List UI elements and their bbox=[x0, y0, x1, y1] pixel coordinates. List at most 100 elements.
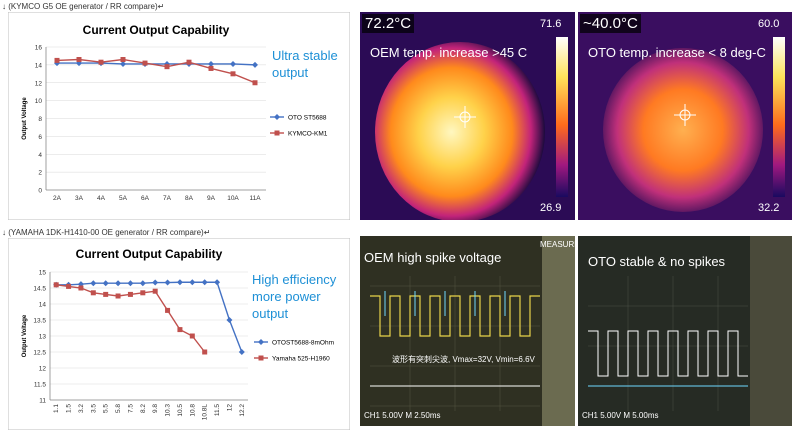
x-tick-label: 1.1 bbox=[53, 404, 60, 413]
scope-oto-image bbox=[578, 236, 792, 426]
data-point bbox=[103, 291, 109, 297]
data-point bbox=[186, 59, 192, 65]
annotation-text: Ultra stable bbox=[272, 48, 338, 63]
y-tick-label: 13 bbox=[39, 334, 47, 341]
scope-oem-side: MEASURE bbox=[540, 240, 575, 249]
x-tick-label: 2A bbox=[53, 195, 62, 202]
y-tick-label: 14.5 bbox=[33, 286, 46, 293]
y-tick-label: 12 bbox=[35, 80, 43, 87]
data-point bbox=[90, 290, 96, 296]
scope-oem-image bbox=[360, 236, 575, 426]
annotation-text: output bbox=[252, 306, 289, 321]
x-tick-label: 3A bbox=[75, 195, 84, 202]
thermal-oto-scale-max: 60.0 bbox=[758, 18, 780, 30]
scope-oem-label: OEM high spike voltage bbox=[364, 250, 502, 265]
x-tick-label: 5A bbox=[119, 195, 128, 202]
y-tick-label: 16 bbox=[35, 45, 43, 52]
y-tick-label: 4 bbox=[38, 152, 42, 159]
legend-label: Yamaha 525-H1960 bbox=[272, 356, 330, 363]
scope-oto-footer: CH1 5.00V M 5.00ms bbox=[582, 411, 659, 420]
data-point bbox=[76, 57, 82, 63]
data-point bbox=[139, 280, 146, 287]
y-axis-label: Output Voltage bbox=[22, 314, 28, 357]
data-point bbox=[252, 61, 258, 68]
chart-frame bbox=[8, 238, 350, 430]
thermal-oem-panel: 72.2°C 71.6 26.9 OEM temp. increase >45 … bbox=[360, 12, 575, 220]
series-line bbox=[56, 58, 256, 84]
thermal-oto-image bbox=[578, 12, 792, 220]
y-tick-label: 6 bbox=[38, 134, 42, 141]
data-point bbox=[164, 64, 170, 70]
data-point bbox=[140, 290, 146, 296]
legend-marker bbox=[274, 114, 280, 120]
data-point bbox=[152, 279, 159, 286]
scope-oem-footer: CH1 5.00V M 2.50ms bbox=[364, 411, 441, 420]
data-point bbox=[230, 60, 236, 67]
thermal-oem-reading: 72.2°C bbox=[362, 14, 415, 33]
x-tick-label: 12 bbox=[226, 404, 233, 412]
legend-marker bbox=[274, 130, 280, 136]
x-tick-label: 7A bbox=[163, 195, 172, 202]
data-point bbox=[90, 280, 97, 287]
x-tick-label: 10A bbox=[227, 195, 239, 202]
thermal-oto-scale-min: 32.2 bbox=[758, 202, 780, 214]
chart-yamaha-svg: Current Output Capability 11 11.5 12 12.5 13 1… bbox=[8, 238, 350, 430]
data-point bbox=[176, 279, 183, 286]
chart-frame bbox=[8, 12, 350, 220]
legend-marker bbox=[258, 355, 264, 361]
x-tick-label: 4A bbox=[97, 195, 106, 202]
data-point bbox=[201, 279, 208, 286]
data-point bbox=[214, 279, 221, 286]
x-tick-label: 9A bbox=[207, 195, 216, 202]
x-tick-label: 8A bbox=[185, 195, 194, 202]
chart-title: Current Output Capability bbox=[83, 23, 230, 37]
scope-oem-panel: OEM high spike voltage MEASURE 波形有突刺尖波, … bbox=[360, 236, 575, 426]
legend-label: KYMCO-KM1 bbox=[288, 131, 328, 138]
x-tick-label: 6A bbox=[141, 195, 150, 202]
y-tick-label: 14 bbox=[35, 62, 43, 69]
data-point bbox=[77, 281, 84, 288]
y-axis-label: Output Voltage bbox=[22, 97, 28, 140]
data-point bbox=[208, 65, 214, 71]
scope-oto-panel: OTO stable & no spikes CH1 5.00V M 5.00m… bbox=[578, 236, 792, 426]
y-tick-label: 14 bbox=[39, 302, 47, 309]
data-point bbox=[115, 293, 121, 299]
data-point bbox=[202, 349, 208, 355]
chart-kymco: Current Output Capability 0 2 4 6 8 10 12 14 16 2A… bbox=[8, 12, 350, 220]
x-tick-label: 9.8 bbox=[152, 404, 159, 413]
caption-top: ↓ (KYMCO G5 OE generator / RR compare)↵ bbox=[2, 2, 165, 11]
x-tick-label: 7.5 bbox=[127, 404, 134, 413]
scope-oem-readout: 波形有突刺尖波, Vmax=32V, Vmin=6.6V bbox=[392, 355, 535, 364]
x-tick-label: 5.8 bbox=[115, 404, 122, 413]
y-tick-label: 12.5 bbox=[33, 350, 46, 357]
x-tick-label: 5.5 bbox=[103, 404, 110, 413]
data-point bbox=[120, 60, 126, 67]
thermal-oem-label: OEM temp. increase >45 C bbox=[370, 45, 528, 60]
chart-kymco-svg: Current Output Capability 0 2 4 6 8 10 12 14 16 2A… bbox=[8, 12, 350, 220]
legend-marker bbox=[258, 339, 264, 345]
data-point bbox=[127, 280, 134, 287]
annotation-text: output bbox=[272, 65, 309, 80]
data-point bbox=[98, 59, 104, 65]
data-point bbox=[252, 80, 258, 86]
data-point bbox=[78, 285, 84, 291]
y-tick-label: 11.5 bbox=[34, 382, 47, 389]
y-tick-label: 11 bbox=[39, 398, 46, 405]
x-tick-label: 10.8L bbox=[202, 404, 209, 421]
data-point bbox=[102, 280, 109, 287]
y-tick-label: 2 bbox=[38, 170, 42, 177]
y-tick-label: 12 bbox=[39, 366, 47, 373]
thermal-oto-label: OTO temp. increase < 8 deg-C bbox=[588, 45, 766, 60]
thermal-oto-reading: ~40.0°C bbox=[580, 14, 641, 33]
y-tick-label: 13.5 bbox=[33, 318, 46, 325]
thermal-oem-scale-min: 26.9 bbox=[540, 202, 562, 214]
x-tick-label: 11A bbox=[249, 195, 261, 202]
data-point bbox=[230, 71, 236, 77]
y-tick-label: 8 bbox=[38, 116, 42, 123]
annotation-text: High efficiency bbox=[252, 272, 337, 287]
x-tick-label: 12.2 bbox=[239, 404, 246, 417]
data-point bbox=[165, 307, 171, 313]
data-point bbox=[152, 288, 158, 294]
thermal-oto-panel: ~40.0°C 60.0 32.2 OTO temp. increase < 8… bbox=[578, 12, 792, 220]
data-point bbox=[177, 327, 183, 333]
